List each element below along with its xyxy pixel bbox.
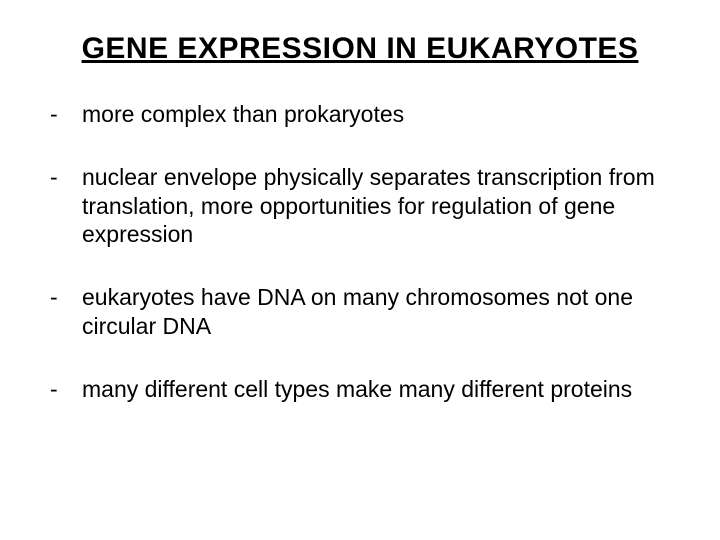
bullet-text: many different cell types make many diff…	[82, 375, 676, 404]
list-item: - many different cell types make many di…	[44, 375, 676, 404]
list-item: - eukaryotes have DNA on many chromosome…	[44, 283, 676, 341]
slide: GENE EXPRESSION IN EUKARYOTES - more com…	[0, 0, 720, 540]
bullet-marker-icon: -	[48, 375, 82, 404]
slide-title: GENE EXPRESSION IN EUKARYOTES	[44, 32, 676, 66]
bullet-text: more complex than prokaryotes	[82, 100, 676, 129]
bullet-text: nuclear envelope physically separates tr…	[82, 163, 676, 249]
bullet-marker-icon: -	[48, 283, 82, 312]
bullet-marker-icon: -	[48, 100, 82, 129]
list-item: - nuclear envelope physically separates …	[44, 163, 676, 249]
bullet-list: - more complex than prokaryotes - nuclea…	[44, 100, 676, 403]
bullet-marker-icon: -	[48, 163, 82, 192]
list-item: - more complex than prokaryotes	[44, 100, 676, 129]
bullet-text: eukaryotes have DNA on many chromosomes …	[82, 283, 676, 341]
